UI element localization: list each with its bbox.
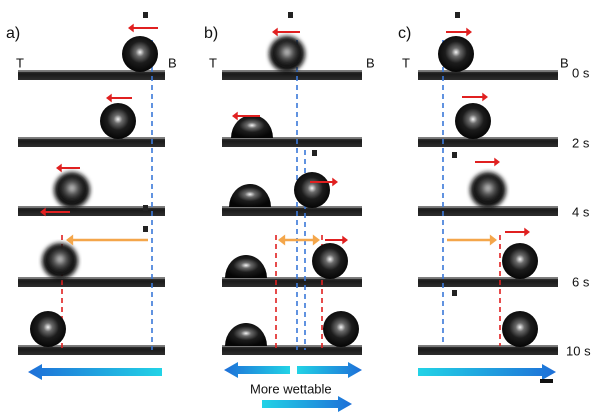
motion-arrow-head [106, 94, 112, 103]
displacement-arrow-head [313, 235, 320, 246]
droplet [455, 103, 491, 139]
end-label: T [402, 55, 410, 70]
droplet [438, 36, 474, 72]
figure: a) b) c) T B T B T B 0 s 2 s 4 s 6 s 10 … [0, 0, 601, 412]
time-label: 6 s [572, 274, 590, 289]
displacement-arrow-head [278, 235, 285, 246]
droplet [470, 172, 506, 208]
droplet [122, 36, 158, 72]
motion-arrow-head [482, 93, 488, 102]
droplet [312, 243, 348, 279]
marker [143, 205, 148, 211]
motion-arrow-head [332, 178, 338, 187]
droplet [30, 311, 66, 347]
panel-label: b) [204, 25, 218, 42]
droplet [323, 311, 359, 347]
displacement-arrow-head [490, 235, 497, 246]
marker [452, 290, 457, 296]
droplet [42, 243, 78, 279]
marker [312, 150, 317, 156]
marker [452, 152, 457, 158]
droplet [229, 184, 271, 207]
end-label: T [209, 55, 217, 70]
end-label: B [366, 55, 375, 70]
marker [143, 226, 148, 232]
end-label: T [16, 55, 24, 70]
droplet [100, 103, 136, 139]
marker [288, 12, 293, 18]
droplet [54, 172, 90, 208]
motion-arrow-head [232, 112, 238, 121]
end-label: B [168, 55, 177, 70]
motion-arrow-head [524, 228, 530, 237]
droplet [502, 243, 538, 279]
gradient-arrow [224, 362, 290, 378]
end-label: B [560, 55, 569, 70]
time-label: 10 s [566, 343, 591, 358]
motion-arrow-head [128, 24, 134, 33]
motion-arrow-head [56, 164, 62, 173]
gradient-arrow [418, 364, 556, 380]
motion-arrow-head [272, 28, 278, 37]
droplet [269, 36, 305, 72]
gradient-arrow [262, 396, 352, 412]
gradient-arrow [28, 364, 162, 380]
time-label: 4 s [572, 204, 590, 219]
motion-arrow-head [494, 158, 500, 167]
displacement-arrow-head [66, 235, 73, 246]
time-label: 2 s [572, 135, 590, 150]
marker [455, 12, 460, 18]
time-label: 0 s [572, 65, 590, 80]
droplet [502, 311, 538, 347]
droplet [225, 323, 267, 346]
scale-bar [540, 379, 553, 383]
marker [143, 12, 148, 18]
motion-arrow-head [466, 28, 472, 37]
panel-label: a) [6, 25, 20, 42]
droplet [225, 255, 267, 278]
gradient-label: More wettable [250, 381, 332, 396]
droplet [294, 172, 330, 208]
panel-label: c) [398, 25, 411, 42]
motion-arrow-head [342, 236, 348, 245]
gradient-arrow [297, 362, 362, 378]
